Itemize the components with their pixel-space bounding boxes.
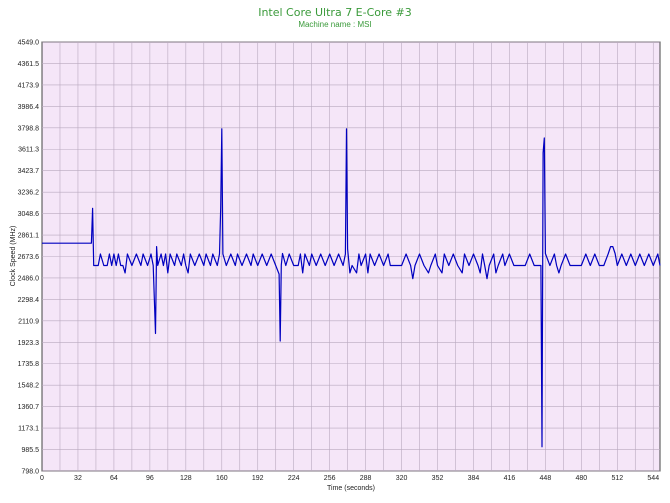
x-tick-label: 256 xyxy=(324,475,336,482)
x-tick-label: 448 xyxy=(540,475,552,482)
series-layer xyxy=(42,128,661,448)
y-axis-ticks: 798.0 985.5 1173.1 1360.7 1548.2 1735.8 1923.3… xyxy=(18,40,40,476)
grid-lines xyxy=(42,41,660,472)
x-tick-label: 512 xyxy=(611,475,623,482)
x-axis-ticks: 0 32 64 96 128 160 192 224 256 288 320 352 384 416 448… xyxy=(40,475,659,482)
y-tick-label: 1173.1 xyxy=(18,426,39,433)
y-tick-label: 4173.9 xyxy=(18,82,40,89)
x-tick-label: 416 xyxy=(504,475,516,482)
y-tick-label: 1360.7 xyxy=(18,404,40,411)
x-tick-label: 128 xyxy=(180,475,192,482)
y-tick-label: 2486.0 xyxy=(18,275,40,282)
x-tick-label: 160 xyxy=(216,475,228,482)
y-tick-label: 2110.9 xyxy=(18,318,39,325)
y-tick-label: 2298.4 xyxy=(18,297,40,304)
x-tick-label: 64 xyxy=(110,475,118,482)
y-tick-label: 3423.7 xyxy=(18,168,40,175)
y-tick-label: 3236.2 xyxy=(18,190,40,197)
y-tick-label: 4549.0 xyxy=(18,40,40,47)
series-line xyxy=(42,128,661,448)
y-axis-label: Clock Speed (MHz) xyxy=(10,226,17,287)
y-tick-label: 4361.5 xyxy=(18,61,40,68)
y-tick-label: 798.0 xyxy=(21,469,39,476)
x-tick-label: 224 xyxy=(288,475,300,482)
y-tick-label: 3798.8 xyxy=(18,125,40,132)
x-tick-label: 0 xyxy=(40,475,44,482)
x-tick-label: 192 xyxy=(252,475,264,482)
y-tick-label: 1923.3 xyxy=(18,340,40,347)
x-tick-label: 320 xyxy=(396,475,408,482)
x-tick-label: 544 xyxy=(647,475,659,482)
y-tick-label: 2673.6 xyxy=(18,254,40,261)
y-tick-label: 3986.4 xyxy=(18,104,40,111)
chart-subtitle: Machine name : MSI xyxy=(298,20,371,29)
y-tick-label: 2861.1 xyxy=(18,233,40,240)
x-tick-label: 96 xyxy=(146,475,154,482)
x-tick-label: 352 xyxy=(432,475,444,482)
y-tick-label: 1735.8 xyxy=(18,361,40,368)
x-tick-label: 32 xyxy=(74,475,82,482)
y-tick-label: 3048.6 xyxy=(18,211,40,218)
x-tick-label: 384 xyxy=(468,475,480,482)
x-tick-label: 288 xyxy=(360,475,372,482)
chart-title: Intel Core Ultra 7 E-Core #3 xyxy=(258,6,412,19)
y-tick-label: 985.5 xyxy=(21,447,39,454)
x-axis-label: Time (seconds) xyxy=(327,485,375,492)
y-tick-label: 1548.2 xyxy=(18,383,40,390)
y-tick-label: 3611.3 xyxy=(18,147,39,154)
x-tick-label: 480 xyxy=(576,475,588,482)
